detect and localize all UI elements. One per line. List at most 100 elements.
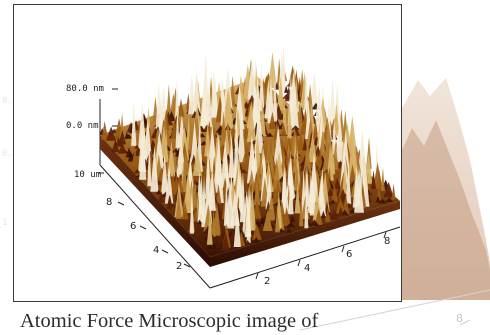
afm-surface-spike xyxy=(314,208,323,225)
ghost-axis xyxy=(459,319,471,326)
afm-surface-spike xyxy=(303,143,312,174)
afm-surface-spike xyxy=(354,168,364,213)
x-axis-tick xyxy=(341,245,345,253)
z-scale-zero-label: 0.0 nm xyxy=(66,121,99,131)
afm-surface-spike xyxy=(335,113,345,162)
afm-surface-spike xyxy=(304,184,309,229)
afm-surface-spike xyxy=(139,134,147,180)
afm-surface-spike xyxy=(204,174,213,225)
afm-surface-spike xyxy=(252,199,262,219)
afm-surface-spike xyxy=(239,169,248,174)
afm-surface-spike xyxy=(233,204,241,247)
afm-3d-plot: 80.0 nm 0.0 nm 10 um 8 6 4 2 xyxy=(66,43,401,289)
afm-surface-spike xyxy=(342,193,350,215)
x-axis-tick-label: 4 xyxy=(304,263,310,274)
afm-surface-spike xyxy=(206,244,214,249)
afm-surface-spike xyxy=(242,145,252,164)
afm-surface-spike xyxy=(380,167,385,191)
afm-surface-spike xyxy=(267,193,276,221)
afm-surface-spike xyxy=(164,129,169,163)
afm-surface-spike xyxy=(189,185,195,234)
afm-surface-spike xyxy=(282,206,291,227)
afm-surface-spike xyxy=(375,169,383,189)
afm-surface-spike xyxy=(288,167,294,215)
afm-surface-spike xyxy=(131,147,139,167)
afm-surface-spike xyxy=(238,229,246,237)
afm-surface-spike xyxy=(326,143,334,181)
afm-surface-spike xyxy=(274,210,280,233)
x-axis-ticks: 2 4 6 8 xyxy=(255,231,390,287)
afm-surface-spike xyxy=(188,74,196,115)
afm-surface-spike xyxy=(265,139,273,164)
afm-surface-spike xyxy=(287,100,292,139)
afm-surface-spike xyxy=(202,92,209,130)
afm-surface-spike xyxy=(326,187,334,196)
afm-surface-spike xyxy=(156,189,162,195)
afm-surface-spike xyxy=(225,180,235,229)
afm-surface-side xyxy=(100,135,210,267)
afm-surface-spike xyxy=(324,208,331,222)
afm-surface-spike xyxy=(193,204,198,222)
y-axis-tick-label: 2 xyxy=(176,261,182,272)
afm-surface-spike xyxy=(237,110,246,163)
y-axis-tick-label: 4 xyxy=(153,245,159,256)
afm-surface-spike xyxy=(147,139,152,187)
afm-surface-spike xyxy=(329,79,337,127)
afm-surface-spike xyxy=(298,130,304,151)
afm-surface-spike xyxy=(280,122,287,136)
afm-surface-spike xyxy=(192,68,201,114)
afm-surface-spike xyxy=(211,242,217,250)
figure-caption: Atomic Force Microscopic image of xyxy=(20,310,319,332)
afm-surface-spike xyxy=(228,133,235,178)
y-axis-line xyxy=(99,164,211,289)
afm-surface-spike xyxy=(154,129,165,171)
afm-surface-spike xyxy=(131,100,137,146)
afm-surface-spike xyxy=(383,181,394,198)
afm-surface-spike xyxy=(211,76,219,118)
afm-surface-spike xyxy=(268,111,276,130)
afm-surface-spike xyxy=(290,126,299,157)
afm-surface-spike xyxy=(258,64,265,112)
afm-surface-spike xyxy=(181,201,189,220)
afm-surface-spike xyxy=(323,121,333,153)
afm-surface-spike xyxy=(183,169,193,213)
afm-surface-spike xyxy=(215,183,222,204)
afm-surface-spike xyxy=(101,120,109,140)
afm-surface-spike xyxy=(117,143,127,154)
afm-surface-spike xyxy=(366,137,372,169)
afm-surface-spike xyxy=(220,111,227,147)
afm-surface-spike xyxy=(127,151,135,162)
afm-surface-spike xyxy=(340,142,349,187)
afm-surface-spike xyxy=(232,148,237,190)
afm-surface-spike xyxy=(167,140,176,177)
x-axis-tick xyxy=(255,272,259,280)
afm-surface-spike xyxy=(294,183,301,214)
afm-surface-spike xyxy=(239,171,246,223)
afm-surface-spike xyxy=(246,199,251,243)
afm-surface-spike xyxy=(252,223,262,240)
afm-surface-spike xyxy=(289,216,296,222)
afm-surface-spike xyxy=(265,132,274,137)
afm-surface-spike xyxy=(175,105,180,148)
afm-surface-spike xyxy=(220,80,226,126)
afm-surface-spike xyxy=(312,118,319,141)
afm-surface-spike xyxy=(254,106,264,154)
ghost-surface xyxy=(402,78,490,300)
afm-surface-spike xyxy=(278,227,285,233)
afm-surface-spike xyxy=(253,177,261,206)
x-axis-line xyxy=(209,226,401,289)
afm-surface-spike xyxy=(230,229,236,239)
afm-surface-spike xyxy=(170,203,176,208)
afm-surface-spike xyxy=(377,199,388,204)
y-axis-tick xyxy=(183,263,191,268)
afm-surface-spike xyxy=(252,171,261,194)
ghost-axis xyxy=(299,289,490,331)
afm-surface-spike xyxy=(273,125,283,166)
afm-surface-spike xyxy=(294,160,299,191)
afm-surface-spike xyxy=(291,125,300,130)
afm-surface-spike xyxy=(201,175,207,228)
afm-surface-spike xyxy=(262,209,273,231)
afm-surface-spike xyxy=(166,195,172,210)
afm-surface-spike xyxy=(177,98,185,117)
afm-surface-spike xyxy=(166,84,172,116)
